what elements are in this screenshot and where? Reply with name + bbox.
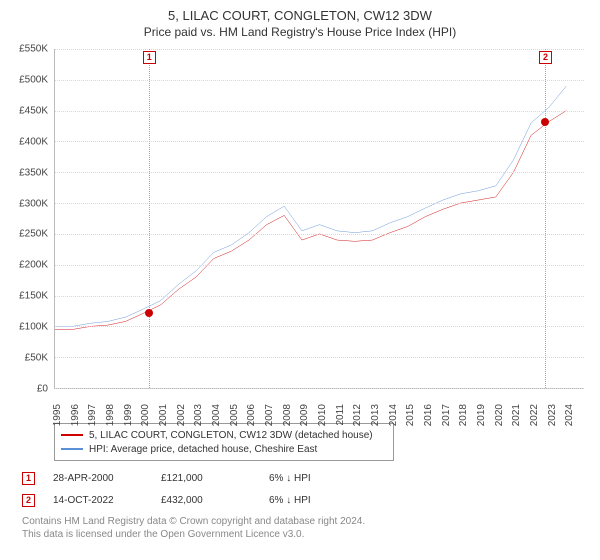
- x-axis-label: 2019: [476, 404, 487, 426]
- legend-swatch-hpi: [61, 448, 83, 450]
- y-axis-label: £400K: [19, 136, 48, 147]
- x-axis-label: 2023: [547, 404, 558, 426]
- plot-region: 12: [54, 49, 584, 389]
- sale-record: 2 14-OCT-2022 £432,000 6% ↓ HPI: [12, 489, 588, 511]
- x-axis-label: 1999: [123, 404, 134, 426]
- y-axis-label: £250K: [19, 229, 48, 240]
- x-axis-label: 2013: [370, 404, 381, 426]
- x-axis-label: 2016: [423, 404, 434, 426]
- y-axis-label: £50K: [25, 353, 48, 364]
- x-axis-label: 2004: [211, 404, 222, 426]
- marker-dot: [145, 309, 153, 317]
- x-axis-label: 2020: [494, 404, 505, 426]
- series-line: [55, 111, 566, 330]
- x-axis-label: 2012: [352, 404, 363, 426]
- x-axis-label: 2015: [405, 404, 416, 426]
- marker-badge: 2: [22, 494, 35, 507]
- x-axis-label: 2003: [193, 404, 204, 426]
- sale-price: £121,000: [161, 473, 251, 484]
- x-axis-label: 2017: [441, 404, 452, 426]
- y-axis-label: £100K: [19, 322, 48, 333]
- x-axis-label: 2006: [246, 404, 257, 426]
- chart-area: £0 £50K £100K £150K £200K £250K £300K £350K £400…: [12, 45, 588, 415]
- chart-title: 5, LILAC COURT, CONGLETON, CW12 3DW: [12, 8, 588, 23]
- x-axis-label: 2010: [317, 404, 328, 426]
- sale-delta: 6% ↓ HPI: [269, 495, 359, 506]
- x-axis-label: 2024: [564, 404, 575, 426]
- x-axis-label: 1995: [52, 404, 63, 426]
- y-axis-label: £450K: [19, 105, 48, 116]
- sale-records: 1 28-APR-2000 £121,000 6% ↓ HPI 2 14-OCT…: [12, 467, 588, 511]
- y-axis-label: £350K: [19, 167, 48, 178]
- x-axis-label: 2002: [176, 404, 187, 426]
- y-axis-label: £150K: [19, 291, 48, 302]
- legend-label: HPI: Average price, detached house, Ches…: [89, 444, 317, 455]
- x-axis-label: 1998: [105, 404, 116, 426]
- legend-swatch-property: [61, 434, 83, 436]
- sale-date: 14-OCT-2022: [53, 495, 143, 506]
- legend-row: HPI: Average price, detached house, Ches…: [61, 442, 387, 456]
- x-axis-label: 1997: [87, 404, 98, 426]
- y-axis-label: £200K: [19, 260, 48, 271]
- x-axis-label: 2001: [158, 404, 169, 426]
- chart-subtitle: Price paid vs. HM Land Registry's House …: [12, 25, 588, 39]
- sale-delta: 6% ↓ HPI: [269, 473, 359, 484]
- y-axis-label: £300K: [19, 198, 48, 209]
- marker-guideline: [545, 49, 546, 388]
- sale-record: 1 28-APR-2000 £121,000 6% ↓ HPI: [12, 467, 588, 489]
- series-line: [55, 86, 566, 326]
- x-axis-label: 1996: [70, 404, 81, 426]
- sale-price: £432,000: [161, 495, 251, 506]
- marker-badge: 1: [143, 51, 156, 64]
- x-axis-label: 2007: [264, 404, 275, 426]
- x-axis-label: 2022: [529, 404, 540, 426]
- x-axis-label: 2000: [140, 404, 151, 426]
- marker-guideline: [149, 49, 150, 388]
- footnote: Contains HM Land Registry data © Crown c…: [22, 515, 588, 541]
- x-axis-label: 2014: [388, 404, 399, 426]
- marker-dot: [541, 118, 549, 126]
- marker-badge: 1: [22, 472, 35, 485]
- y-axis-label: £550K: [19, 44, 48, 55]
- sale-date: 28-APR-2000: [53, 473, 143, 484]
- x-axis-label: 2008: [282, 404, 293, 426]
- legend: 5, LILAC COURT, CONGLETON, CW12 3DW (det…: [54, 423, 394, 461]
- x-axis-label: 2005: [229, 404, 240, 426]
- x-axis-label: 2018: [458, 404, 469, 426]
- marker-badge: 2: [539, 51, 552, 64]
- y-axis-label: £500K: [19, 74, 48, 85]
- y-axis-label: £0: [37, 384, 48, 395]
- legend-label: 5, LILAC COURT, CONGLETON, CW12 3DW (det…: [89, 430, 373, 441]
- legend-row: 5, LILAC COURT, CONGLETON, CW12 3DW (det…: [61, 428, 387, 442]
- x-axis-label: 2009: [299, 404, 310, 426]
- x-axis-label: 2011: [335, 404, 346, 426]
- x-axis-label: 2021: [511, 404, 522, 426]
